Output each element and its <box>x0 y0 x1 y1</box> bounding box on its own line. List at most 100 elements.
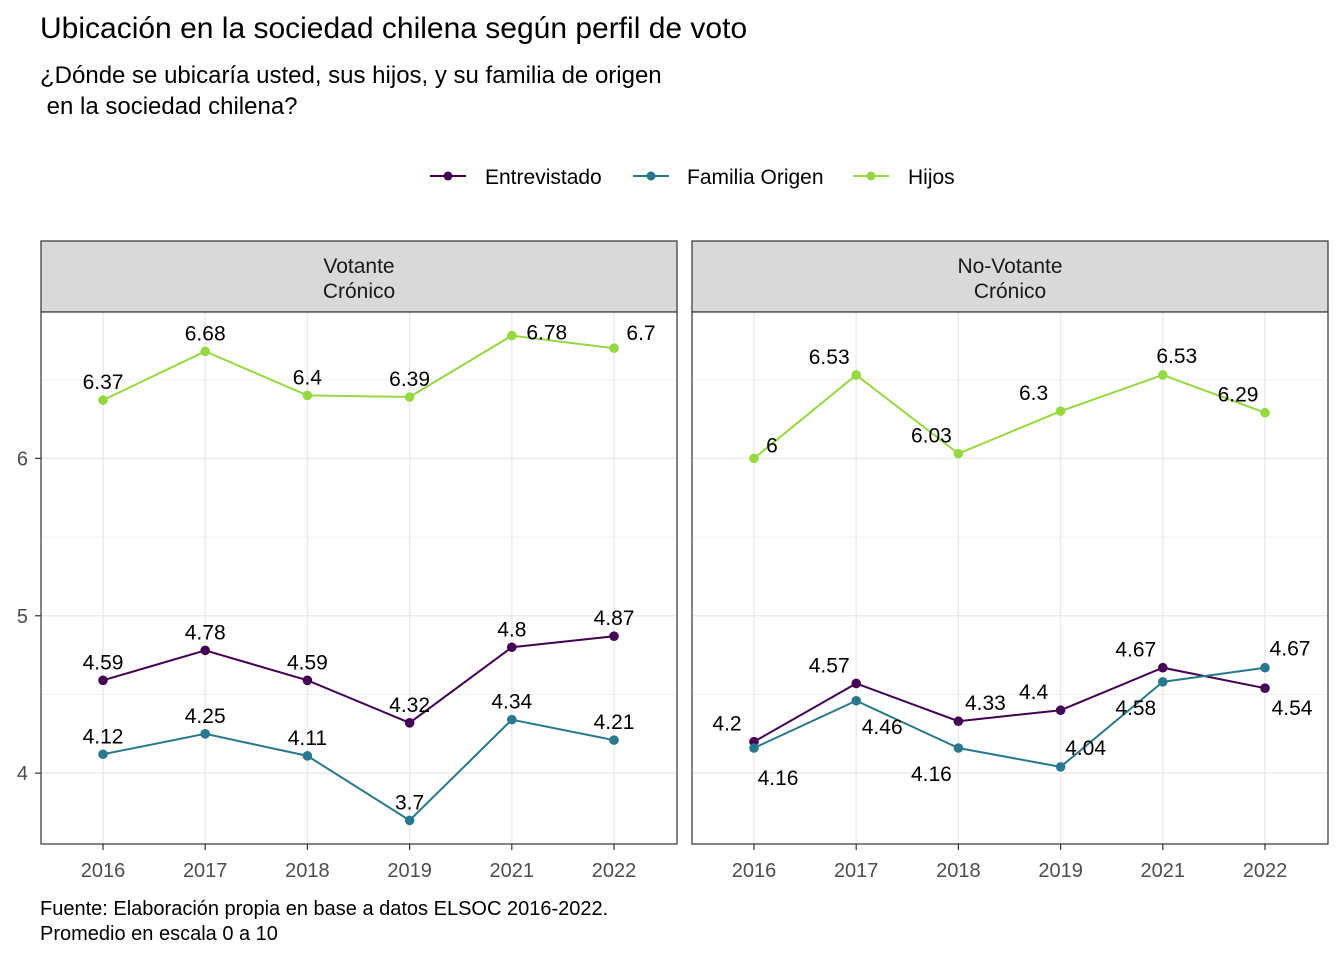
data-point <box>404 718 415 728</box>
data-point <box>507 642 517 653</box>
chart-subtitle: ¿Dónde se ubicaría usted, sus hijos, y s… <box>40 62 662 120</box>
series-hijos <box>749 370 1270 464</box>
data-label: 4.54 <box>1272 697 1313 720</box>
series-familia-origen <box>98 714 619 826</box>
series-line <box>753 666 1266 743</box>
data-point <box>1260 662 1270 673</box>
legend-key-point <box>866 171 876 181</box>
data-label: 6 <box>766 434 778 457</box>
data-point <box>953 716 964 727</box>
x-tick-label: 2021 <box>1141 860 1186 882</box>
data-label: 6.78 <box>526 322 567 345</box>
data-point <box>507 330 517 341</box>
data-label: 4.2 <box>712 713 741 736</box>
data-labels-hijos: 6 6.53 6.03 6.3 6.53 6.29 <box>766 345 1258 457</box>
y-axis: 4 5 6 <box>17 448 41 785</box>
facet-strip-label-line1: No-Votante <box>957 255 1062 278</box>
series-line <box>102 635 615 724</box>
series-entrevistado <box>98 631 619 728</box>
data-point <box>200 729 210 739</box>
chart-title: Ubicación en la sociedad chilena según p… <box>40 12 748 45</box>
y-tick-label: 5 <box>17 606 28 628</box>
series-entrevistado <box>749 662 1270 747</box>
data-label: 6.4 <box>293 366 323 389</box>
data-point <box>404 815 415 826</box>
data-point <box>98 675 108 686</box>
data-label: 4.57 <box>809 654 850 677</box>
data-point <box>609 735 619 745</box>
data-point <box>609 343 619 354</box>
data-point <box>609 631 619 642</box>
data-point <box>851 695 861 706</box>
y-tick-label: 4 <box>17 763 28 785</box>
legend-key-point <box>443 171 453 181</box>
data-point <box>98 749 108 760</box>
data-label: 6.37 <box>83 371 124 394</box>
x-tick-label: 2021 <box>490 860 535 882</box>
data-label: 4.4 <box>1019 681 1049 704</box>
data-label: 6.39 <box>389 368 430 391</box>
panel-background <box>41 312 677 844</box>
data-label: 4.87 <box>594 607 635 630</box>
data-point <box>302 390 313 401</box>
caption-source: Fuente: Elaboración propia en base a dat… <box>40 898 609 920</box>
legend-item-familia-origen: Familia Origen <box>633 166 824 189</box>
data-label: 6.3 <box>1019 382 1048 405</box>
data-label: 4.8 <box>497 618 526 641</box>
facet-strip <box>691 240 1329 313</box>
data-label: 4.21 <box>594 711 635 734</box>
legend-key-point <box>646 171 656 181</box>
data-label: 4.34 <box>491 691 532 714</box>
facet-strip-label-line1: Votante <box>323 255 394 278</box>
data-label: 6.53 <box>809 346 850 369</box>
data-label: 4.12 <box>83 725 124 748</box>
legend-item-hijos: Hijos <box>853 166 955 189</box>
x-tick-label: 2019 <box>387 860 432 882</box>
panel-border <box>40 311 678 845</box>
data-point <box>98 395 108 405</box>
data-point <box>851 678 861 689</box>
data-label: 4.32 <box>389 694 430 717</box>
data-point <box>953 448 964 459</box>
x-tick-label: 2018 <box>936 860 981 882</box>
data-point <box>1260 407 1270 418</box>
series-line <box>102 334 615 402</box>
data-label: 6.53 <box>1156 345 1197 368</box>
data-labels-entrevistado: 4.59 4.78 4.59 4.32 4.8 4.87 <box>83 607 635 717</box>
data-point <box>1055 406 1066 416</box>
data-point <box>200 645 210 656</box>
data-label: 6.03 <box>911 425 952 448</box>
data-label: 4.25 <box>185 705 226 728</box>
data-label: 4.11 <box>288 727 327 750</box>
legend-label: Entrevistado <box>485 166 602 189</box>
data-label: 4.67 <box>1270 638 1311 661</box>
data-label: 4.04 <box>1065 737 1106 760</box>
data-label: 4.67 <box>1115 639 1156 662</box>
legend-item-entrevistado: Entrevistado <box>430 166 602 189</box>
y-tick-label: 6 <box>17 448 28 470</box>
data-label: 4.59 <box>83 651 124 674</box>
legend-label: Familia Origen <box>687 166 824 189</box>
data-point <box>1055 762 1066 772</box>
x-tick-label: 2022 <box>1243 860 1288 882</box>
data-point <box>507 714 517 725</box>
data-point <box>749 453 759 464</box>
panel-border <box>691 311 1329 845</box>
legend-label: Hijos <box>908 166 955 189</box>
data-label: 6.29 <box>1218 384 1259 407</box>
data-label: 4.16 <box>911 763 952 786</box>
facet-strip-label-line2: Crónico <box>323 280 395 303</box>
data-point <box>1158 662 1168 673</box>
series-hijos <box>98 330 619 405</box>
data-label: 4.58 <box>1115 697 1156 720</box>
data-point <box>302 675 313 686</box>
x-tick-label: 2017 <box>183 860 228 882</box>
data-point <box>1260 683 1270 693</box>
legend: Entrevistado Familia Origen Hijos <box>430 166 955 189</box>
data-label: 6.7 <box>626 322 655 345</box>
x-tick-label: 2019 <box>1038 860 1083 882</box>
data-point <box>1158 677 1168 687</box>
data-label: 4.16 <box>758 767 799 790</box>
data-label: 3.7 <box>395 791 424 814</box>
